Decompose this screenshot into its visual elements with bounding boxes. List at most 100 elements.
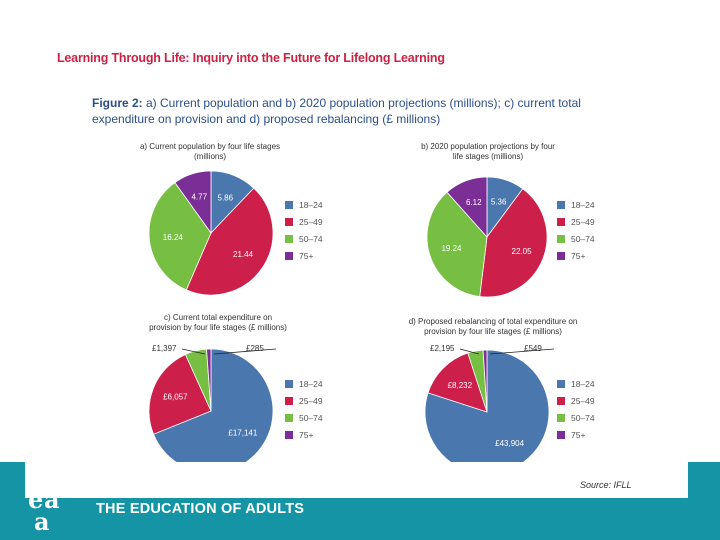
legend-item: 18–24 bbox=[557, 196, 595, 213]
pie-value-label: £2,195 bbox=[430, 344, 455, 353]
legend-label: 50–74 bbox=[299, 233, 323, 244]
pie-value-label: 5.86 bbox=[218, 193, 234, 202]
pie-slice-75+ bbox=[482, 349, 488, 413]
figure-caption-text: a) Current population and b) 2020 popula… bbox=[92, 96, 581, 126]
legend-swatch bbox=[557, 251, 565, 260]
legend-item: 50–74 bbox=[285, 409, 323, 426]
chart-title: b) 2020 population projections by four li… bbox=[398, 142, 578, 162]
label-leader-line bbox=[213, 348, 277, 355]
legend-swatch bbox=[557, 217, 565, 226]
legend-swatch bbox=[557, 200, 565, 209]
pie-slice-18-24 bbox=[152, 348, 274, 474]
legend-swatch bbox=[285, 413, 293, 422]
legend-swatch bbox=[557, 379, 565, 388]
legend-swatch bbox=[285, 251, 293, 260]
legend-item: 25–49 bbox=[557, 392, 595, 409]
footer-organization-name: THE EDUCATION OF ADULTS bbox=[96, 501, 305, 517]
pie-slice-25-49 bbox=[185, 187, 274, 296]
svg-text:a: a bbox=[44, 486, 60, 514]
chart-legend: 18–24 25–49 50–74 75+ bbox=[557, 196, 595, 264]
legend-swatch bbox=[557, 234, 565, 243]
legend-label: 25–49 bbox=[571, 395, 595, 406]
pie-value-label: £549 bbox=[524, 344, 542, 353]
label-leader-line bbox=[181, 348, 206, 355]
chart-legend: 18–24 25–49 50–74 75+ bbox=[557, 375, 595, 443]
chart-title: d) Proposed rebalancing of total expendi… bbox=[403, 317, 583, 337]
pie-value-label: £43,904 bbox=[495, 439, 524, 448]
pie-value-label: 4.77 bbox=[191, 192, 207, 201]
legend-swatch bbox=[285, 430, 293, 439]
pie-slice-75+ bbox=[446, 176, 488, 239]
figure-caption: Figure 2: a) Current population and b) 2… bbox=[92, 95, 612, 127]
legend-label: 18–24 bbox=[299, 378, 323, 389]
legend-item: 75+ bbox=[557, 426, 595, 443]
document-header-title: Learning Through Life: Inquiry into the … bbox=[57, 51, 445, 65]
chart-title-line: b) 2020 population projections by four bbox=[421, 142, 555, 151]
legend-swatch bbox=[285, 217, 293, 226]
legend-label: 75+ bbox=[571, 250, 586, 261]
pie-value-label: 5.36 bbox=[491, 198, 507, 207]
pie-slice-25-49 bbox=[427, 352, 488, 413]
legend-swatch bbox=[557, 430, 565, 439]
legend-item: 75+ bbox=[285, 426, 323, 443]
pie-slice-25-49 bbox=[148, 353, 212, 435]
legend-item: 75+ bbox=[557, 247, 595, 264]
pie-slice-18-24 bbox=[210, 170, 255, 234]
legend-item: 25–49 bbox=[285, 213, 323, 230]
chart-title-line: life stages (millions) bbox=[452, 152, 524, 161]
pie-slice-25-49 bbox=[479, 188, 548, 298]
pie-value-label: 16.24 bbox=[163, 233, 184, 242]
source-note: Source: IFLL bbox=[580, 480, 632, 490]
legend-item: 50–74 bbox=[557, 409, 595, 426]
chart-title-line: c) Current total expenditure on bbox=[163, 313, 273, 322]
pie-value-label: £17,141 bbox=[228, 429, 257, 438]
chart-legend: 18–24 25–49 50–74 75+ bbox=[285, 375, 323, 443]
chart-title-line: (millions) bbox=[194, 152, 226, 161]
pie-slice-75+ bbox=[206, 348, 212, 412]
figure-label: Figure 2: bbox=[92, 96, 143, 110]
label-leader-line bbox=[459, 348, 480, 355]
pie-slice-18-24 bbox=[424, 349, 550, 475]
figure-panel-bottom bbox=[25, 462, 688, 498]
legend-label: 18–24 bbox=[571, 199, 595, 210]
legend-label: 25–49 bbox=[299, 216, 323, 227]
pie-slice-75+ bbox=[174, 170, 212, 235]
pie-value-label: 21.44 bbox=[233, 250, 254, 259]
legend-swatch bbox=[557, 413, 565, 422]
legend-swatch bbox=[285, 396, 293, 405]
legend-item: 18–24 bbox=[285, 196, 323, 213]
pie-slice-18-24 bbox=[486, 176, 524, 239]
legend-label: 18–24 bbox=[299, 199, 323, 210]
legend-label: 25–49 bbox=[571, 216, 595, 227]
legend-item: 50–74 bbox=[557, 230, 595, 247]
legend-label: 75+ bbox=[299, 250, 314, 261]
pie-slice-50-74 bbox=[426, 191, 488, 298]
svg-text:a: a bbox=[34, 507, 50, 534]
legend-label: 75+ bbox=[571, 429, 586, 440]
pie-value-label: £8,232 bbox=[448, 381, 473, 390]
legend-item: 18–24 bbox=[285, 375, 323, 392]
legend-label: 50–74 bbox=[571, 412, 595, 423]
pie-slice-50-74 bbox=[184, 348, 212, 412]
legend-label: 50–74 bbox=[571, 233, 595, 244]
label-leader-line bbox=[489, 348, 555, 355]
chart-title-line: provision by four life stages (£ million… bbox=[149, 323, 287, 332]
chart-legend: 18–24 25–49 50–74 75+ bbox=[285, 196, 323, 264]
chart-title-line: provision by four life stages (£ million… bbox=[424, 327, 562, 336]
chart-title: c) Current total expenditure on provision… bbox=[128, 313, 308, 333]
legend-swatch bbox=[285, 234, 293, 243]
pie-value-label: £285 bbox=[246, 344, 264, 353]
legend-item: 25–49 bbox=[285, 392, 323, 409]
pie-slice-50-74 bbox=[148, 181, 212, 291]
eaa-logo: e a a bbox=[28, 486, 60, 534]
legend-swatch bbox=[285, 200, 293, 209]
legend-swatch bbox=[285, 379, 293, 388]
pie-value-label: £1,397 bbox=[152, 344, 177, 353]
pie-value-label: 6.12 bbox=[466, 198, 482, 207]
pie-slice-50-74 bbox=[467, 349, 488, 413]
